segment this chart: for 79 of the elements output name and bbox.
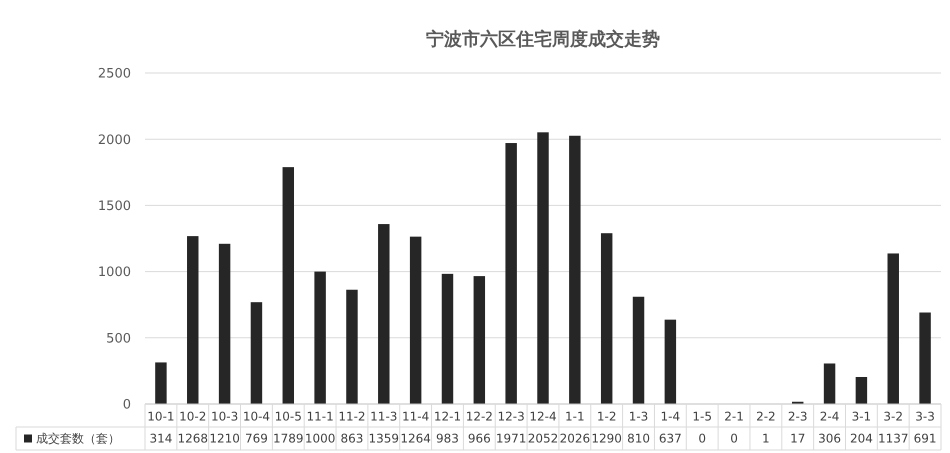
bar	[856, 376, 868, 404]
x-tick-label: 11-3	[370, 410, 398, 424]
x-tick-label: 11-2	[338, 410, 366, 424]
x-tick-label: 12-3	[498, 410, 525, 424]
y-tick-label: 2500	[98, 66, 131, 82]
bar	[155, 362, 167, 404]
x-tick-label: 3-1	[852, 410, 872, 424]
x-tick-label: 1-2	[596, 410, 616, 424]
x-tick-label: 1-4	[660, 410, 680, 424]
x-tick-label: 2-2	[756, 410, 776, 424]
bar	[218, 244, 230, 404]
bar	[569, 136, 581, 404]
bar	[410, 236, 422, 404]
x-tick-label: 10-2	[179, 410, 206, 424]
x-tick-label: 10-3	[210, 410, 238, 424]
bar	[474, 276, 486, 404]
x-tick-label: 3-3	[915, 410, 935, 424]
data-label: 1	[762, 432, 770, 446]
data-label: 1268	[177, 432, 208, 446]
bar	[888, 253, 899, 404]
bar	[314, 272, 326, 404]
x-tick-label: 10-4	[242, 410, 270, 424]
x-tick-label: 2-4	[820, 410, 840, 424]
data-label: 2026	[560, 432, 590, 446]
bar	[537, 132, 549, 404]
data-label: 314	[149, 432, 172, 446]
y-tick-label: 2000	[98, 132, 131, 148]
x-tick-label: 11-1	[306, 410, 334, 424]
data-label: 691	[914, 432, 937, 446]
bar	[346, 290, 358, 404]
legend-label: 成交套数（套）	[36, 432, 120, 446]
x-tick-label: 11-4	[402, 410, 430, 424]
data-label: 17	[790, 432, 806, 446]
data-label: 1971	[496, 432, 526, 446]
y-tick-label: 1500	[98, 198, 131, 214]
bar	[600, 233, 612, 404]
y-tick-label: 500	[106, 331, 131, 346]
y-tick-label: 0	[122, 398, 131, 413]
data-label: 810	[627, 432, 650, 446]
x-tick-label: 2-1	[724, 410, 744, 424]
x-tick-label: 12-4	[529, 410, 557, 424]
data-label: 769	[244, 432, 268, 446]
bar	[632, 296, 644, 404]
data-label: 863	[340, 432, 364, 446]
data-label: 983	[436, 432, 459, 446]
y-tick-label: 1000	[98, 265, 131, 280]
data-label: 966	[468, 432, 491, 446]
bar	[282, 167, 294, 404]
data-label: 0	[698, 432, 706, 446]
bar	[505, 143, 517, 404]
data-label: 1264	[400, 432, 431, 446]
data-label: 1359	[368, 432, 400, 446]
data-label: 0	[730, 432, 738, 446]
data-label: 637	[658, 432, 682, 446]
bar	[664, 320, 676, 404]
data-label: 2052	[528, 432, 558, 446]
bar	[187, 236, 198, 404]
data-label: 1290	[591, 432, 622, 446]
x-tick-label: 10-1	[147, 410, 175, 424]
x-tick-label: 10-5	[274, 410, 302, 424]
data-label: 1000	[304, 432, 336, 446]
x-tick-label: 12-1	[434, 410, 462, 424]
data-label: 1210	[209, 432, 240, 446]
data-label: 204	[850, 432, 873, 446]
bar	[250, 302, 262, 404]
x-tick-label: 2-3	[788, 410, 808, 424]
bar	[378, 224, 390, 404]
x-tick-label: 12-2	[466, 410, 493, 424]
x-tick-label: 3-2	[883, 410, 904, 424]
bar	[824, 363, 836, 404]
data-label: 306	[818, 432, 842, 446]
data-label: 1137	[878, 432, 909, 446]
chart-title: 宁波市六区住宅周度成交走势	[426, 29, 660, 50]
x-tick-label: 1-1	[565, 410, 585, 424]
data-label: 1789	[273, 432, 304, 446]
bar	[919, 312, 931, 404]
x-tick-label: 1-5	[692, 410, 712, 424]
bar	[442, 274, 454, 404]
x-tick-label: 1-3	[628, 410, 648, 424]
